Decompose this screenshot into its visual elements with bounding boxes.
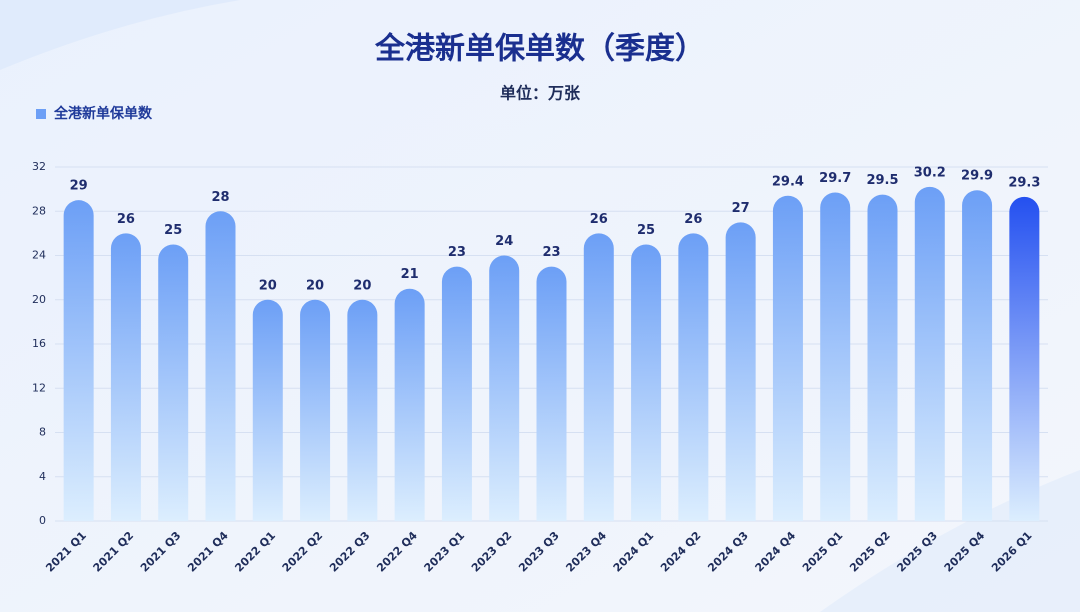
y-tick-label: 20 [32, 293, 46, 306]
data-label: 25 [637, 223, 655, 238]
y-tick-label: 24 [32, 249, 46, 262]
data-label: 26 [684, 212, 702, 227]
data-label: 25 [164, 223, 182, 238]
y-tick-label: 16 [32, 337, 46, 350]
data-label: 29.3 [1008, 175, 1040, 190]
y-tick-label: 0 [39, 514, 46, 527]
bar [347, 299, 378, 521]
data-label: 30.2 [914, 165, 946, 180]
data-label: 29.4 [772, 174, 804, 189]
data-label: 23 [448, 245, 466, 260]
bar [252, 299, 283, 521]
bar [772, 195, 803, 521]
data-label: 29.9 [961, 169, 993, 184]
data-label: 28 [211, 190, 229, 205]
y-tick-label: 4 [39, 470, 46, 483]
chart-title: 全港新单保单数（季度） [374, 32, 705, 67]
legend-swatch [36, 109, 46, 119]
bar [441, 266, 472, 521]
bar [394, 288, 425, 521]
data-label: 20 [259, 278, 277, 293]
y-tick-label: 28 [32, 204, 46, 217]
bar [962, 190, 993, 521]
data-label: 29 [70, 179, 88, 194]
bar [725, 222, 756, 522]
bar [583, 233, 614, 522]
y-tick-label: 32 [32, 160, 46, 173]
bar [678, 233, 709, 522]
bar [158, 244, 189, 521]
bar [820, 192, 851, 521]
bar [867, 194, 898, 522]
data-label: 24 [495, 234, 513, 249]
decoration [0, 0, 240, 70]
data-label: 20 [353, 278, 371, 293]
bar [63, 200, 94, 521]
data-label: 21 [401, 267, 419, 282]
bar [631, 244, 662, 521]
data-label: 26 [590, 212, 608, 227]
bar [1009, 196, 1040, 521]
chart-subtitle: 单位：万张 [500, 84, 581, 103]
bar [914, 186, 945, 521]
y-tick-label: 12 [32, 381, 46, 394]
legend-label: 全港新单保单数 [53, 105, 153, 122]
data-label: 20 [306, 278, 324, 293]
data-label: 26 [117, 212, 135, 227]
bar [205, 211, 236, 522]
data-label: 29.7 [819, 171, 851, 186]
data-label: 29.5 [866, 173, 898, 188]
data-label: 23 [542, 245, 560, 260]
bar [489, 255, 520, 522]
y-tick-label: 8 [39, 426, 46, 439]
bar [300, 299, 331, 521]
bar [110, 233, 141, 522]
bar [536, 266, 567, 521]
data-label: 27 [732, 201, 750, 216]
